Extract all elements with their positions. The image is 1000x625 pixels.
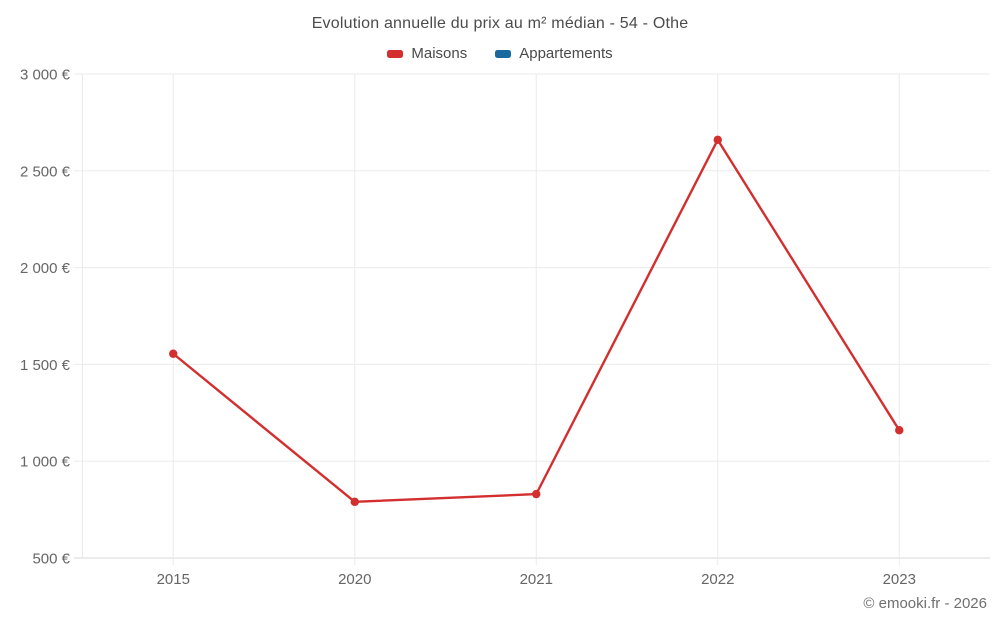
x-axis-tick-label: 2020 (338, 571, 371, 588)
legend-label-maisons: Maisons (411, 45, 468, 62)
maisons-data-point (532, 489, 541, 499)
y-axis-tick-label: 2 000 € (20, 260, 71, 277)
maisons-data-point (350, 497, 359, 507)
maisons-data-point (895, 426, 904, 435)
x-axis-tick-label: 2023 (883, 571, 916, 588)
y-axis-tick-label: 3 000 € (20, 67, 71, 84)
appartements-series-swatch-icon (495, 49, 512, 58)
legend: Maisons Appartements (0, 45, 1000, 62)
y-axis-tick-label: 1 000 € (20, 454, 71, 471)
legend-label-appartements: Appartements (519, 45, 613, 62)
copyright: © emooki.fr - 2026 (863, 595, 987, 612)
legend-item-maisons[interactable]: Maisons (387, 45, 467, 62)
maisons-data-point (713, 135, 722, 145)
maisons-series-swatch-icon (387, 49, 404, 58)
x-axis-tick-label: 2022 (701, 571, 734, 588)
x-axis-tick-label: 2015 (157, 571, 190, 588)
maisons-data-point (169, 349, 178, 358)
chart-title: Evolution annuelle du prix au m² médian … (311, 15, 689, 32)
y-axis-tick-label: 500 € (32, 551, 70, 568)
legend-item-appartements[interactable]: Appartements (495, 45, 613, 62)
x-axis-tick-label: 2021 (520, 571, 553, 588)
y-axis-tick-label: 2 500 € (20, 163, 71, 180)
y-axis-tick-label: 1 500 € (20, 357, 71, 374)
